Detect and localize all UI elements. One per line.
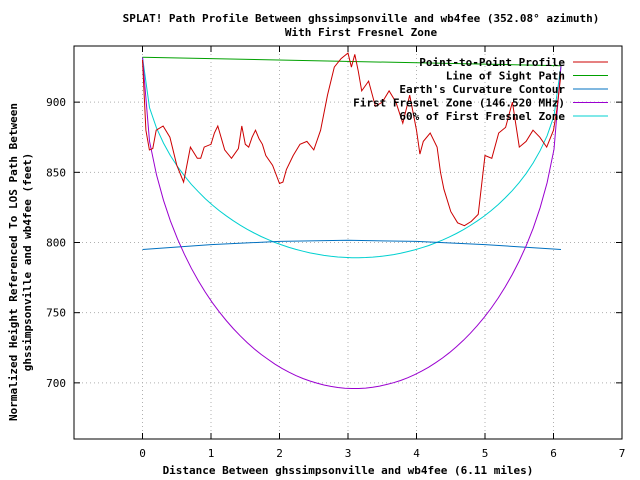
axis-ticks: 0 1 2 3 4 5 6 7 700 750 800 850 900 — [46, 46, 625, 460]
y-axis-label-line1: Normalized Height Referenced To LOS Path… — [7, 103, 20, 421]
legend-label: 60% of First Fresnel Zone — [399, 110, 565, 123]
x-tick-label: 4 — [413, 447, 420, 460]
x-tick-label: 0 — [139, 447, 146, 460]
legend-label: First Fresnel Zone (146.520 MHz) — [353, 97, 565, 110]
series-line-earth — [142, 239, 562, 250]
y-tick-label: 750 — [46, 307, 66, 320]
chart-title: SPLAT! Path Profile Between ghssimpsonvi… — [123, 12, 600, 25]
series-group — [142, 52, 562, 389]
x-tick-label: 7 — [619, 447, 626, 460]
series-line-profile — [142, 52, 562, 227]
y-tick-label: 850 — [46, 166, 66, 179]
series-line-fresnel — [142, 57, 562, 389]
chart-subtitle: With First Fresnel Zone — [285, 26, 438, 39]
x-tick-label: 6 — [550, 447, 557, 460]
series-line-los — [142, 56, 562, 67]
legend-label: Earth's Curvature Contour — [399, 83, 565, 96]
x-tick-label: 2 — [276, 447, 283, 460]
x-tick-label: 5 — [482, 447, 489, 460]
legend-label: Point-to-Point Profile — [419, 56, 565, 69]
plot-frame — [73, 45, 623, 440]
series-line-fresnel60 — [142, 57, 562, 259]
y-tick-label: 800 — [46, 237, 66, 250]
y-axis-label-line2: ghssimpsonville and wb4fee (feet) — [21, 153, 34, 372]
x-tick-label: 1 — [208, 447, 215, 460]
y-tick-label: 900 — [46, 96, 66, 109]
x-tick-label: 3 — [345, 447, 352, 460]
x-axis-label: Distance Between ghssimpsonville and wb4… — [163, 464, 534, 477]
legend-label: Line of Sight Path — [446, 70, 565, 83]
y-tick-label: 700 — [46, 377, 66, 390]
